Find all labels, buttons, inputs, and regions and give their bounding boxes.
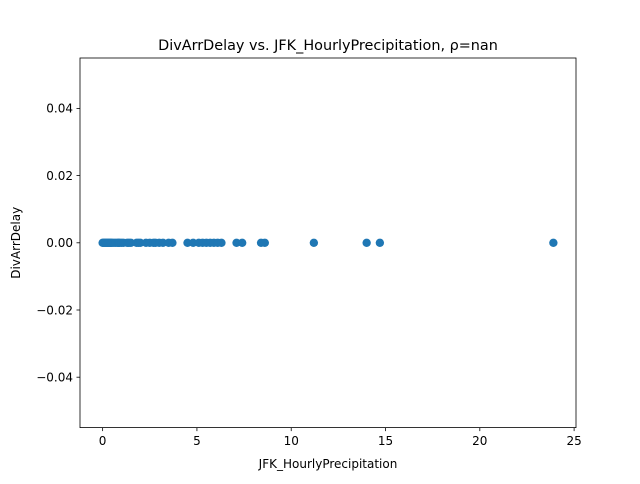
y-axis-ticks: −0.04 −0.02 0.00 0.02 0.04 — [36, 102, 80, 385]
x-tick-label: 25 — [566, 434, 581, 448]
data-point — [549, 238, 558, 247]
x-tick-label: 20 — [472, 434, 487, 448]
x-axis-ticks: 0 5 10 15 20 25 — [99, 427, 582, 448]
y-tick-label: −0.04 — [36, 371, 73, 385]
data-point — [362, 238, 371, 247]
y-tick-label: −0.02 — [36, 303, 73, 317]
x-tick-label: 5 — [193, 434, 201, 448]
data-point — [375, 238, 385, 247]
x-tick-label: 10 — [284, 434, 299, 448]
y-axis-label: DivArrDelay — [9, 207, 23, 279]
data-point — [309, 238, 319, 247]
x-tick-label: 15 — [378, 434, 393, 448]
data-point — [260, 238, 270, 247]
data-point — [168, 238, 177, 247]
data-point — [217, 238, 226, 247]
y-tick-label: 0.02 — [46, 169, 73, 183]
data-point — [237, 238, 247, 247]
plot-area-frame — [79, 57, 577, 429]
y-tick-label: 0.00 — [46, 236, 73, 250]
data-points — [98, 238, 558, 247]
y-tick-label: 0.04 — [46, 102, 73, 116]
x-axis-label: JFK_HourlyPrecipitation — [258, 457, 398, 471]
x-tick-label: 0 — [99, 434, 107, 448]
chart-title: DivArrDelay vs. JFK_HourlyPrecipitation,… — [158, 38, 498, 54]
